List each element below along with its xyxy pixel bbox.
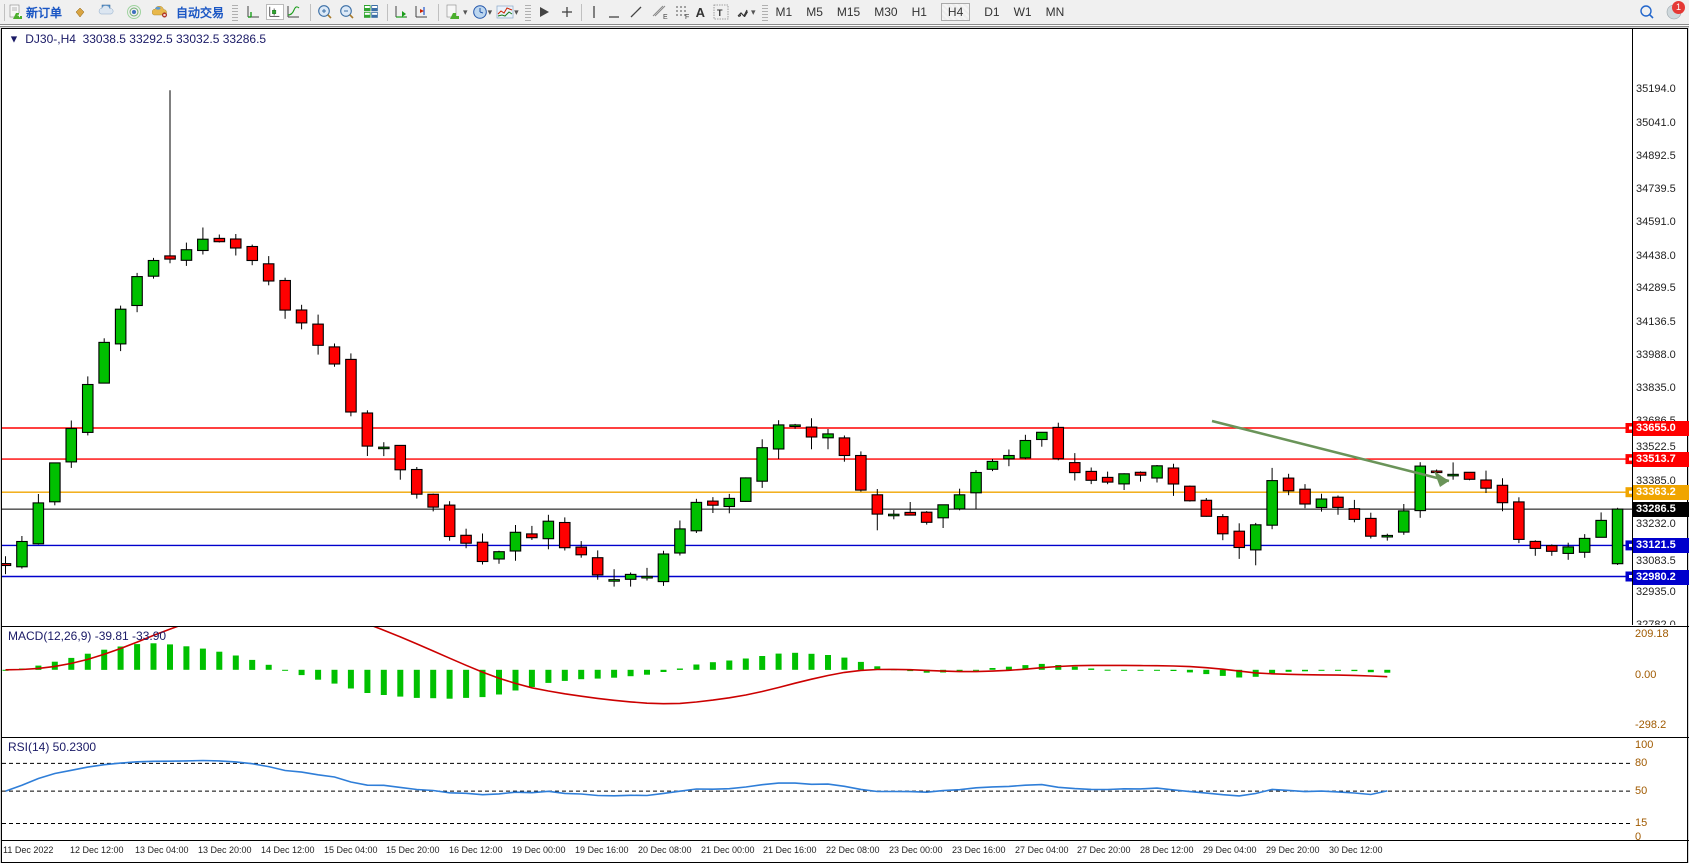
- svg-text:E: E: [663, 14, 668, 20]
- svg-text:F: F: [685, 14, 689, 20]
- svg-text:T: T: [717, 8, 723, 18]
